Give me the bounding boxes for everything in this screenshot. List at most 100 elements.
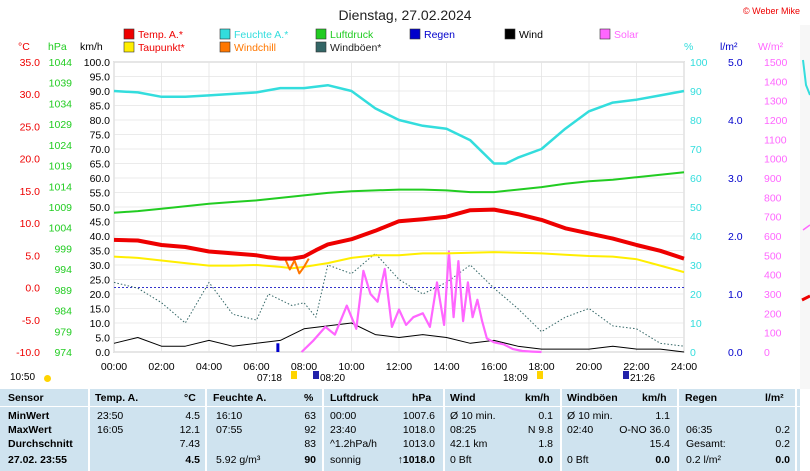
- row-3-temp: 4.5: [185, 454, 200, 466]
- x-tick-label: 14:00: [433, 361, 459, 373]
- rain-bar: [276, 343, 280, 352]
- hpa-axis-tick: 984: [54, 306, 72, 318]
- legend-swatch-0: [123, 28, 135, 40]
- x-tick-label: 08:00: [291, 361, 317, 373]
- percent-axis-tick: 70: [690, 144, 702, 156]
- legend-swatch-1: [219, 28, 231, 40]
- x-tick-label: 04:00: [196, 361, 222, 373]
- row-3-wind-time: 0 Bft: [450, 454, 472, 466]
- solar-axis-tick: 1100: [764, 134, 787, 146]
- row-1-temp-time: 16:05: [97, 424, 124, 436]
- hpa-axis-tick: 1034: [49, 98, 73, 110]
- percent-axis-tick: 20: [690, 289, 702, 301]
- row-2-press: 1013.0: [402, 438, 435, 450]
- hpa-axis-tick: 1024: [49, 140, 73, 152]
- legend-swatch-8: [315, 41, 327, 53]
- series-windb-en: [113, 252, 685, 347]
- hpa-axis-tick: 1014: [49, 181, 73, 193]
- legend-swatch-3: [409, 28, 421, 40]
- kmh-axis-tick: 80.0: [90, 115, 111, 127]
- solar-axis-tick: 500: [764, 250, 782, 262]
- solar-unit: W/m²: [758, 41, 784, 53]
- hpa-axis-tick: 1044: [49, 57, 73, 69]
- solar-axis-tick: 1500: [764, 57, 788, 69]
- header-sensor: Sensor: [8, 392, 44, 404]
- header-wind: Wind: [450, 392, 476, 404]
- row-0-wind-time: Ø 10 min.: [450, 410, 496, 422]
- legend-swatch-2: [315, 28, 327, 40]
- row-2-wind-time: 42.1 km: [450, 438, 488, 450]
- legend-swatch-6: [123, 41, 135, 53]
- solar-axis-tick: 0: [764, 347, 770, 359]
- hpa-axis-tick: 994: [54, 264, 72, 276]
- row-2-wind: 1.8: [538, 438, 553, 450]
- x-tick-label: 24:00: [671, 361, 697, 373]
- sun-event-icon: [313, 371, 319, 379]
- celsius-axis-tick: 25.0: [20, 121, 41, 133]
- sunrise-icon: [44, 375, 51, 382]
- series-windchill: [284, 258, 310, 275]
- header-press-unit: hPa: [412, 392, 432, 404]
- header-temp: Temp. A.: [95, 392, 139, 404]
- header-rain: Regen: [685, 392, 718, 404]
- sun-event-icon: [291, 371, 297, 379]
- kmh-axis-tick: 40.0: [90, 231, 111, 243]
- percent-axis-tick: 30: [690, 260, 702, 272]
- percent-axis-tick: 60: [690, 173, 702, 185]
- row-1-wind: N 9.8: [527, 424, 553, 436]
- celsius-axis-tick: 0.0: [25, 283, 40, 295]
- header-press: Luftdruck: [330, 392, 379, 404]
- sun-event-label: 21:26: [630, 373, 655, 384]
- legend-label-6: Taupunkt*: [138, 42, 185, 54]
- row-0-temp-time: 23:50: [97, 410, 124, 422]
- row-3-rain: 0.0: [775, 454, 790, 466]
- row-2-hum: 83: [304, 438, 316, 450]
- row-0-press: 1007.6: [402, 410, 435, 422]
- row-1-hum-time: 07:55: [216, 424, 243, 436]
- solar-axis-tick: 200: [764, 308, 782, 320]
- series-feuchte-a: [113, 83, 685, 165]
- row-0-press-time: 00:00: [330, 410, 357, 422]
- kmh-axis-tick: 0.0: [95, 347, 110, 359]
- kmh-axis-tick: 20.0: [90, 289, 111, 301]
- header-gust-unit: km/h: [642, 392, 667, 404]
- row-0-wind: 0.1: [538, 410, 553, 422]
- row-0-hum: 63: [304, 410, 316, 422]
- row-2-temp: 7.43: [179, 438, 200, 450]
- kmh-axis-tick: 45.0: [90, 217, 111, 229]
- hpa-axis-tick: 989: [54, 285, 72, 297]
- header-hum-unit: %: [304, 392, 314, 404]
- legend-label-5: Solar: [614, 29, 639, 41]
- x-tick-label: 10:00: [338, 361, 364, 373]
- kmh-axis-tick: 50.0: [90, 202, 111, 214]
- kmh-axis-tick: 65.0: [90, 159, 111, 171]
- celsius-axis-tick: 15.0: [20, 186, 41, 198]
- rain-axis-tick: 1.0: [728, 289, 743, 301]
- legend-swatch-4: [504, 28, 516, 40]
- row-1-temp: 12.1: [179, 424, 200, 436]
- sun-event-label: 07:18: [257, 373, 282, 384]
- row-1-rain-time: 06:35: [686, 424, 713, 436]
- hpa-axis-tick: 1019: [49, 161, 73, 173]
- celsius-axis-tick: 20.0: [20, 154, 41, 166]
- kmh-axis-tick: 25.0: [90, 275, 111, 287]
- sun-event-icon: [537, 371, 543, 379]
- rain-axis-tick: 5.0: [728, 57, 743, 69]
- copyright-label: © Weber Mike: [743, 6, 800, 16]
- sun-event-icon: [623, 371, 629, 379]
- legend-label-2: Luftdruck: [330, 29, 374, 41]
- solar-axis-tick: 600: [764, 231, 782, 243]
- x-tick-label: 02:00: [148, 361, 174, 373]
- celsius-axis-tick: 10.0: [20, 218, 41, 230]
- row-3-rain-time: 0.2 l/m²: [686, 454, 722, 466]
- celsius-axis-tick: -10.0: [16, 347, 40, 359]
- legend-swatch-7: [219, 41, 231, 53]
- right-edge-solar-line: [802, 224, 810, 231]
- kmh-axis-tick: 75.0: [90, 130, 111, 142]
- legend-label-0: Temp. A.*: [138, 29, 183, 41]
- stats-panel: Sensor Temp. A. °C Feuchte A. % Luftdruc…: [0, 389, 800, 471]
- kmh-axis-tick: 5.0: [95, 333, 110, 345]
- x-tick-label: 20:00: [576, 361, 602, 373]
- rain-axis-tick: 2.0: [728, 231, 743, 243]
- row-2-gust: 15.4: [649, 438, 670, 450]
